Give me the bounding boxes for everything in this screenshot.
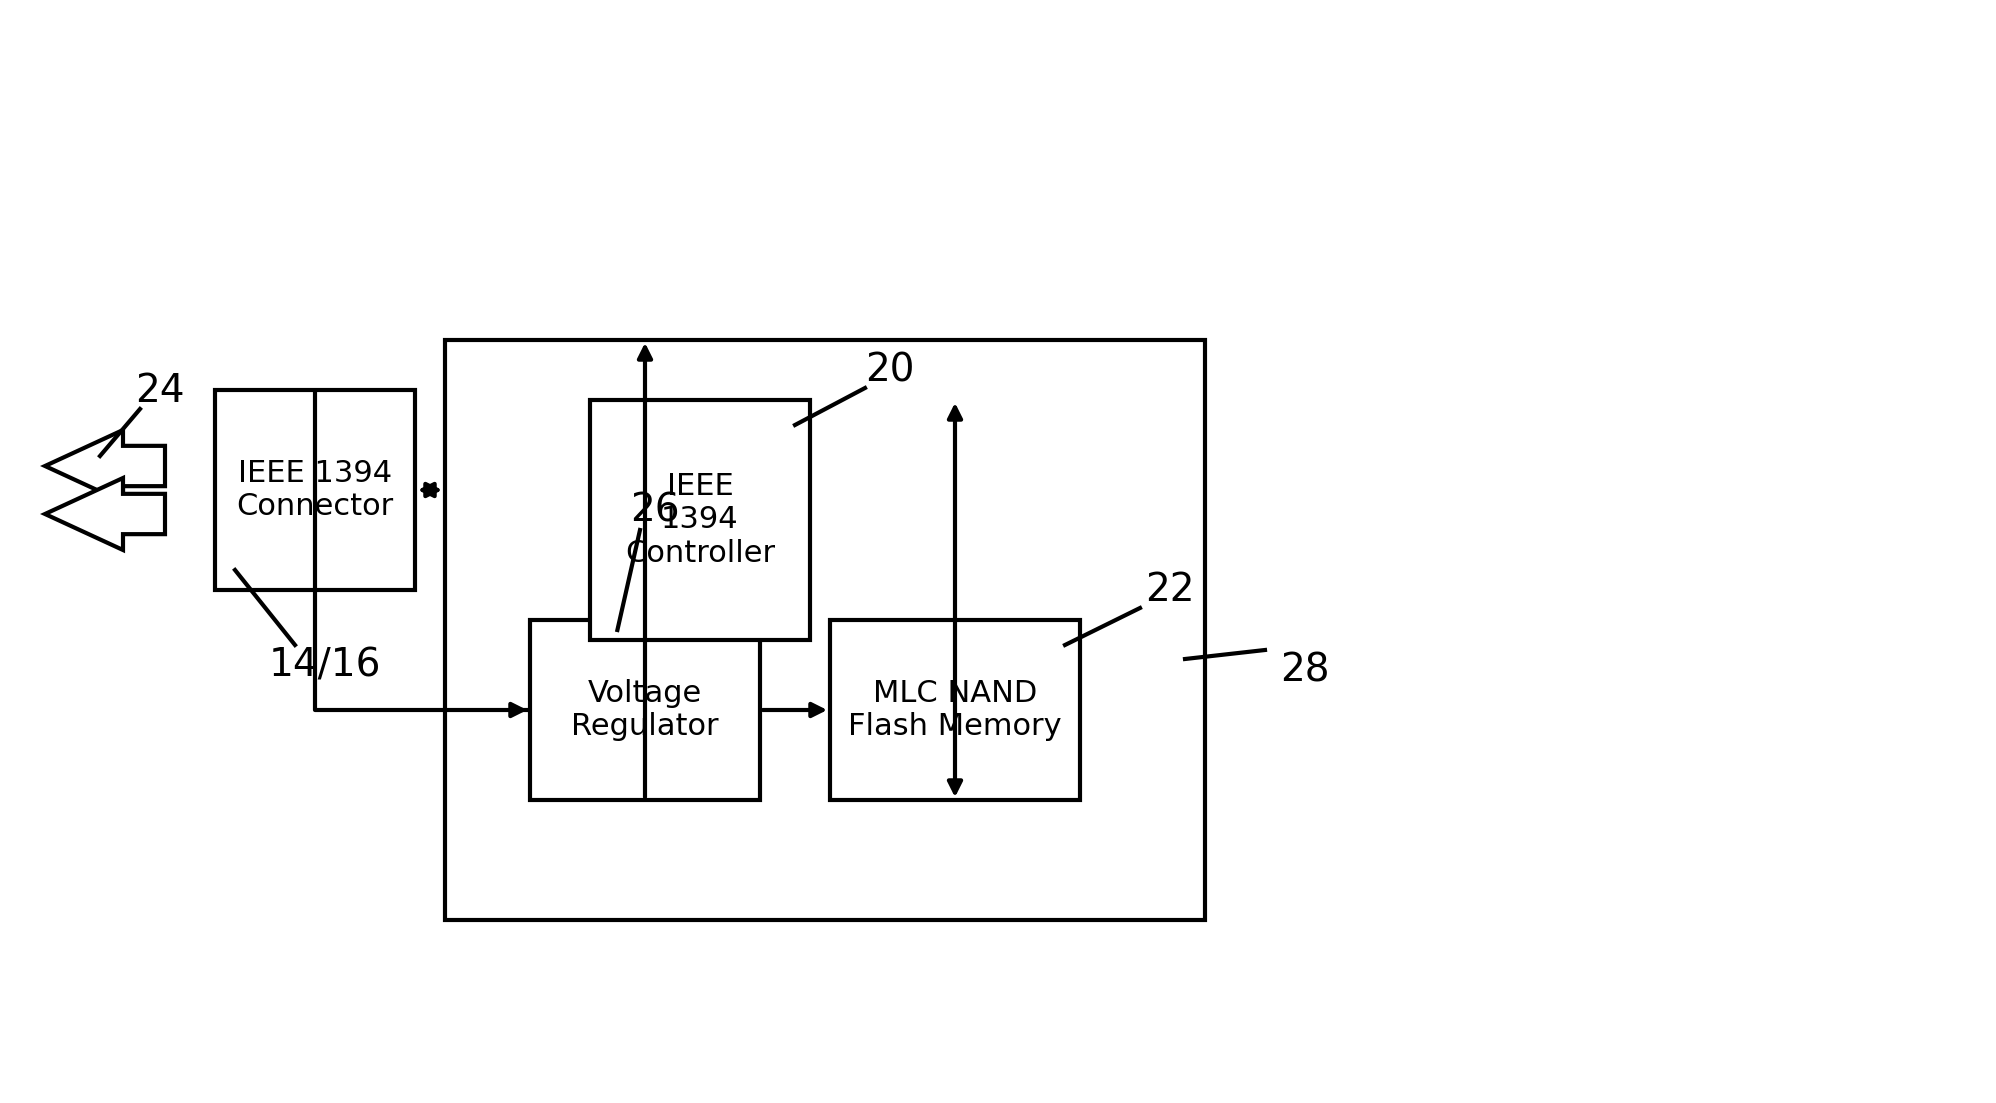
Text: 24: 24: [136, 372, 186, 410]
Text: 28: 28: [1279, 651, 1329, 689]
Bar: [445, 340, 1206, 920]
Bar: [216, 390, 415, 590]
Text: 22: 22: [1146, 571, 1196, 609]
Bar: [531, 620, 760, 800]
Text: 14/16: 14/16: [269, 646, 381, 684]
Polygon shape: [46, 430, 166, 502]
Bar: [830, 620, 1080, 800]
Text: IEEE 1394
Connector: IEEE 1394 Connector: [236, 459, 393, 522]
Text: 20: 20: [864, 351, 914, 389]
Text: 26: 26: [631, 491, 681, 529]
Polygon shape: [46, 478, 166, 550]
Text: MLC NAND
Flash Memory: MLC NAND Flash Memory: [848, 678, 1062, 741]
Text: IEEE
1394
Controller: IEEE 1394 Controller: [625, 472, 774, 568]
Text: Voltage
Regulator: Voltage Regulator: [571, 678, 719, 741]
Bar: [591, 400, 810, 640]
